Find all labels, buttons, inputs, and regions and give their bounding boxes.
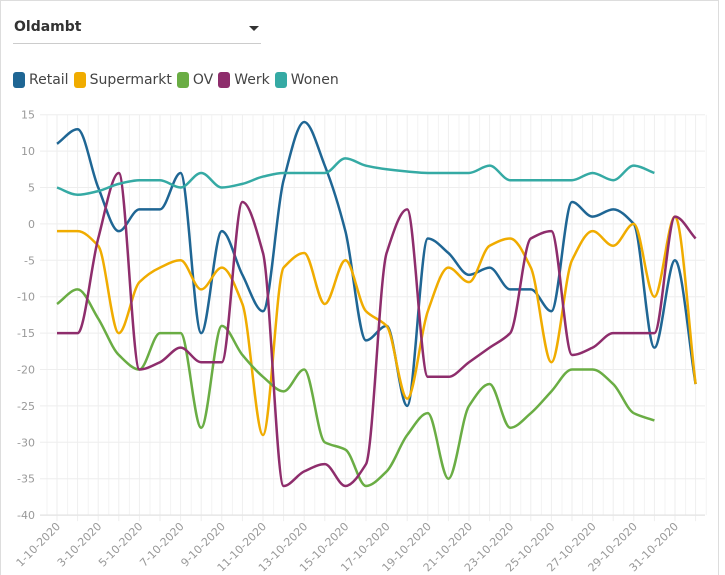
y-tick-label: 5 [28,182,35,195]
y-tick-label: -15 [17,327,35,340]
y-tick-label: -25 [17,400,35,413]
y-tick-label: -5 [24,254,35,267]
legend-swatch [274,72,287,88]
series-line-supermarkt [57,215,697,437]
legend-swatch [218,72,231,88]
y-tick-label: 10 [21,145,35,158]
y-tick-label: -30 [17,436,35,449]
legend-label: Werk [234,72,270,88]
y-tick-label: -40 [17,509,35,522]
y-tick-label: -10 [17,291,35,304]
y-tick-label: -35 [17,473,35,486]
legend-item-supermarkt[interactable]: Supermarkt [73,72,172,88]
legend-item-ov[interactable]: OV [176,72,214,88]
series-line-wonen [56,157,655,197]
legend-item-wonen[interactable]: Wonen [274,72,339,88]
legend-swatch [13,72,25,88]
legend-swatch [176,72,189,88]
series-line-retail [56,120,697,408]
legend-label: Supermarkt [89,72,172,88]
y-tick-label: 0 [28,218,35,231]
legend-item-werk[interactable]: Werk [218,72,270,88]
legend-swatch [73,72,86,88]
chevron-down-icon [249,26,259,31]
series-line-ov [56,288,655,488]
chart-legend: Retail Supermarkt OV Werk Wonen [13,72,344,88]
legend-label: Wonen [290,72,339,88]
legend-label: OV [192,72,214,88]
y-tick-label: 15 [21,109,35,122]
region-dropdown-value: Oldambt [14,19,82,35]
region-dropdown[interactable]: Oldambt [13,14,261,44]
series-line-werk [57,171,697,488]
y-tick-label: -20 [17,364,35,377]
legend-label: Retail [29,72,69,88]
legend-item-retail[interactable]: Retail [13,72,69,88]
